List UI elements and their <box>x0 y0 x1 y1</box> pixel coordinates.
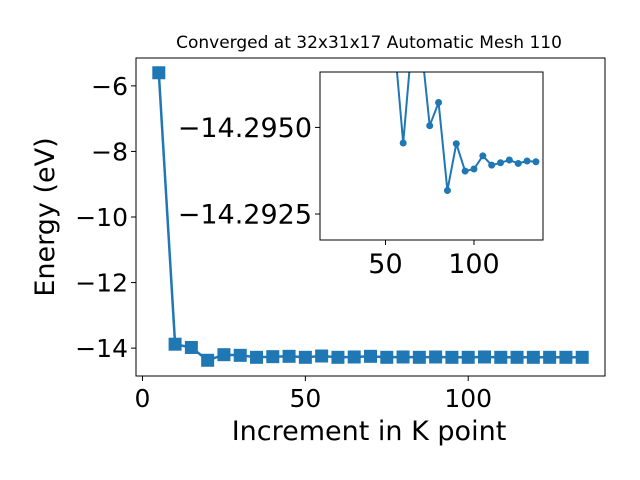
main-data-point <box>543 350 557 364</box>
main-x-tick-label: 0 <box>135 384 151 413</box>
main-y-tick-label: −12 <box>75 269 128 298</box>
main-data-point <box>412 350 426 364</box>
main-x-ticks: 0 50 100 <box>135 376 492 413</box>
main-data-point <box>380 350 394 364</box>
main-y-tick-label: −8 <box>91 137 128 166</box>
inset-plot-area <box>320 72 543 240</box>
inset-y-tick-label: −14.2925 <box>178 200 312 231</box>
y-axis-label: Energy (eV) <box>30 137 61 296</box>
main-clip-group <box>152 66 589 367</box>
inset-data-point <box>443 186 451 194</box>
main-data-point <box>168 337 182 351</box>
chart-title: Converged at 32x31x17 Automatic Mesh 110 <box>176 33 562 53</box>
main-data-point <box>526 350 540 364</box>
main-data-point <box>184 340 198 354</box>
inset-data-point <box>532 158 540 166</box>
main-x-tick-label: 50 <box>289 384 321 413</box>
main-data-point <box>266 350 280 364</box>
main-x-tick-label: 100 <box>444 384 492 413</box>
main-data-point <box>559 350 573 364</box>
inset-data-point <box>452 140 460 148</box>
main-y-ticks: −14 −12 −10 −8 −6 <box>75 72 136 363</box>
x-axis-label: Increment in K point <box>232 416 507 447</box>
main-data-point <box>477 350 491 364</box>
inset-x-tick-label: 50 <box>368 249 402 280</box>
inset-data-point <box>435 98 443 106</box>
main-data-point <box>298 350 312 364</box>
main-data-point <box>510 350 524 364</box>
inset-data-point <box>470 165 478 173</box>
inset-data-point <box>505 156 513 164</box>
main-data-point <box>331 350 345 364</box>
main-data-point <box>152 66 166 80</box>
main-data-point <box>461 350 475 364</box>
main-data-point <box>364 349 377 363</box>
main-data-point <box>396 350 410 364</box>
main-data-point <box>347 350 361 364</box>
inset-data-point <box>461 167 469 175</box>
main-data-point <box>282 349 296 363</box>
main-data-point <box>201 353 215 367</box>
inset-data-point <box>488 161 496 169</box>
main-data-point <box>575 350 589 364</box>
inset-y-ticks: −14.2925 −14.2950 <box>178 113 320 231</box>
main-data-point <box>315 349 329 363</box>
inset-y-tick-label: −14.2950 <box>178 113 312 144</box>
main-data-point <box>233 348 247 362</box>
inset-data-point <box>399 139 407 147</box>
inset-data-point <box>426 122 434 130</box>
main-data-point <box>217 348 231 362</box>
main-y-tick-label: −6 <box>91 72 128 101</box>
main-series-marks <box>152 66 589 367</box>
inset-x-tick-label: 100 <box>448 249 500 280</box>
inset-data-point <box>523 157 531 165</box>
inset-clip-group <box>396 72 540 194</box>
inset-data-point <box>479 152 487 160</box>
main-y-tick-label: −14 <box>75 334 128 363</box>
inset-x-ticks: 50 100 <box>368 240 500 280</box>
inset-plot-frame <box>319 71 544 241</box>
main-data-point <box>494 350 508 364</box>
main-y-tick-label: −10 <box>75 203 128 232</box>
main-data-point <box>445 350 459 364</box>
inset-series-marks <box>396 72 540 194</box>
main-data-point <box>429 350 443 364</box>
inset-data-point <box>497 159 505 167</box>
main-data-point <box>250 350 264 364</box>
inset-data-point <box>514 159 522 167</box>
